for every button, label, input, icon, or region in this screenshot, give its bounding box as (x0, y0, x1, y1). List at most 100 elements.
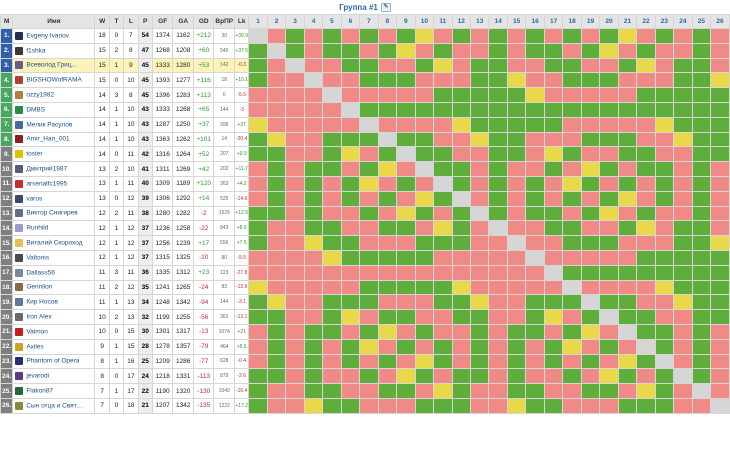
result-cell[interactable] (359, 353, 379, 370)
result-cell[interactable] (654, 205, 675, 222)
result-cell[interactable] (322, 383, 342, 399)
result-cell[interactable] (377, 397, 398, 414)
result-cell[interactable] (710, 323, 730, 340)
result-cell[interactable] (525, 279, 545, 296)
result-cell[interactable] (599, 205, 619, 222)
result-cell[interactable] (691, 175, 712, 192)
result-cell[interactable] (433, 101, 453, 118)
result-cell[interactable] (543, 72, 564, 89)
result-cell[interactable] (359, 323, 379, 340)
result-cell[interactable] (266, 309, 287, 325)
result-cell[interactable] (599, 175, 619, 192)
result-cell[interactable] (285, 353, 305, 370)
player-name[interactable]: Amir_Han_001 (12, 131, 96, 148)
col-round-13[interactable]: 13 (469, 14, 490, 29)
result-cell[interactable] (396, 383, 416, 399)
result-cell[interactable] (377, 264, 398, 281)
result-cell[interactable] (617, 72, 638, 89)
result-cell[interactable] (654, 131, 675, 148)
result-cell[interactable] (654, 175, 675, 192)
result-cell[interactable] (248, 397, 268, 414)
result-cell[interactable] (525, 264, 545, 281)
result-cell[interactable] (488, 72, 508, 89)
result-cell[interactable] (451, 353, 472, 370)
result-cell[interactable] (266, 28, 287, 44)
result-cell[interactable] (673, 323, 693, 340)
result-cell-self[interactable] (451, 190, 472, 207)
result-cell[interactable] (488, 131, 508, 148)
result-cell[interactable] (617, 235, 638, 251)
result-cell[interactable] (322, 28, 342, 44)
result-cell[interactable] (488, 235, 508, 251)
result-cell[interactable] (506, 42, 527, 59)
result-cell[interactable] (673, 161, 693, 177)
col-round-17[interactable]: 17 (543, 14, 564, 29)
result-cell[interactable] (506, 323, 527, 340)
result-cell[interactable] (580, 264, 601, 281)
result-cell[interactable] (673, 42, 693, 59)
result-cell[interactable] (359, 101, 379, 118)
result-cell[interactable] (488, 101, 508, 118)
result-cell[interactable] (396, 205, 416, 222)
result-cell-self[interactable] (396, 146, 416, 163)
result-cell[interactable] (506, 279, 527, 296)
result-cell[interactable] (617, 353, 638, 370)
result-cell[interactable] (433, 338, 453, 355)
result-cell[interactable] (562, 175, 582, 192)
result-cell[interactable] (322, 353, 342, 370)
result-cell[interactable] (636, 353, 656, 370)
result-cell[interactable] (340, 353, 361, 370)
result-cell[interactable] (710, 264, 730, 281)
result-cell[interactable] (691, 235, 712, 251)
result-cell-self[interactable] (285, 57, 305, 74)
result-cell[interactable] (469, 190, 490, 207)
result-cell[interactable] (654, 116, 675, 133)
result-cell[interactable] (377, 353, 398, 370)
result-cell[interactable] (266, 279, 287, 296)
result-cell[interactable] (525, 101, 545, 118)
result-cell[interactable] (469, 368, 490, 385)
result-cell[interactable] (710, 28, 730, 44)
result-cell[interactable] (266, 249, 287, 266)
result-cell[interactable] (543, 235, 564, 251)
result-cell[interactable] (322, 279, 342, 296)
result-cell[interactable] (617, 220, 638, 237)
col-p[interactable]: P (137, 14, 153, 29)
result-cell[interactable] (359, 42, 379, 59)
result-cell[interactable] (617, 116, 638, 133)
result-cell[interactable] (599, 190, 619, 207)
result-cell[interactable] (322, 338, 342, 355)
result-cell[interactable] (562, 249, 582, 266)
result-cell[interactable] (488, 205, 508, 222)
result-cell[interactable] (599, 383, 619, 399)
result-cell[interactable] (303, 28, 324, 44)
result-cell[interactable] (303, 220, 324, 237)
result-cell[interactable] (488, 397, 508, 414)
col-round-14[interactable]: 14 (488, 14, 508, 29)
player-name[interactable]: Flakon87 (12, 383, 96, 399)
result-cell[interactable] (359, 146, 379, 163)
player-name[interactable]: f1shka (12, 42, 96, 59)
result-cell[interactable] (488, 116, 508, 133)
result-cell[interactable] (266, 205, 287, 222)
result-cell[interactable] (654, 72, 675, 89)
result-cell[interactable] (377, 205, 398, 222)
result-cell[interactable] (691, 116, 712, 133)
result-cell[interactable] (359, 249, 379, 266)
result-cell[interactable] (654, 249, 675, 266)
result-cell-self[interactable] (359, 116, 379, 133)
result-cell[interactable] (506, 57, 527, 74)
result-cell[interactable] (580, 28, 601, 44)
result-cell[interactable] (469, 161, 490, 177)
result-cell[interactable] (396, 235, 416, 251)
result-cell[interactable] (506, 116, 527, 133)
result-cell[interactable] (691, 353, 712, 370)
result-cell[interactable] (285, 397, 305, 414)
result-cell[interactable] (396, 72, 416, 89)
result-cell[interactable] (506, 309, 527, 325)
result-cell[interactable] (525, 42, 545, 59)
result-cell[interactable] (469, 353, 490, 370)
result-cell[interactable] (562, 264, 582, 281)
result-cell[interactable] (673, 146, 693, 163)
result-cell[interactable] (469, 338, 490, 355)
